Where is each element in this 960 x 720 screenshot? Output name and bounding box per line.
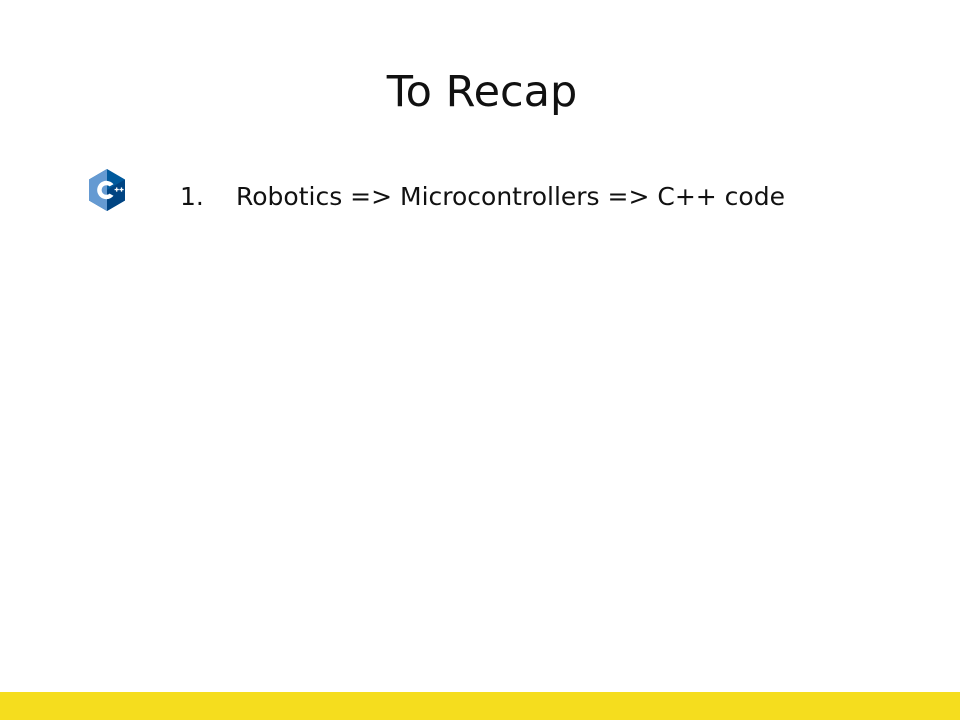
slide-title: To Recap: [386, 67, 578, 117]
footer-bar: [0, 692, 960, 720]
recap-list: 1. Robotics => Microcontrollers => C++ c…: [180, 178, 785, 216]
list-item: 1. Robotics => Microcontrollers => C++ c…: [180, 178, 785, 216]
list-item-text: Robotics => Microcontrollers => C++ code: [236, 182, 785, 211]
cpp-logo-icon: [87, 168, 127, 212]
list-item-number: 1.: [180, 182, 204, 211]
